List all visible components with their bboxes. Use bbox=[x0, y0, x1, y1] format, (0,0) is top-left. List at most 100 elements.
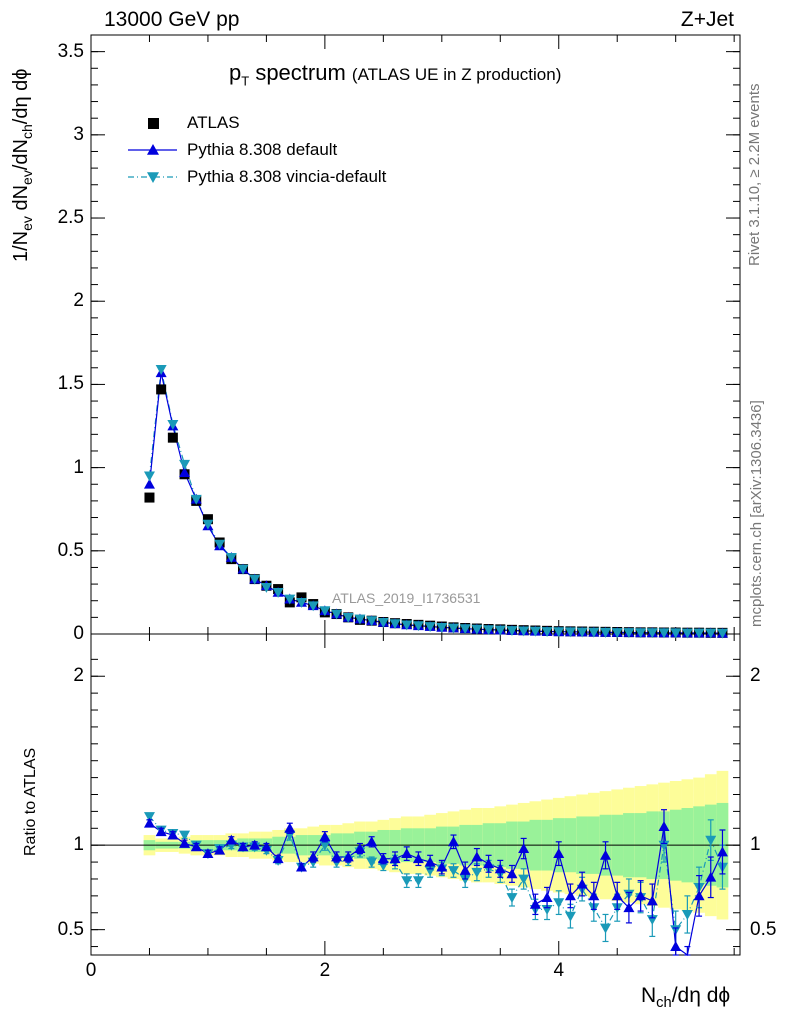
ratio-y-tick-label: 1 bbox=[73, 834, 84, 856]
ratio-default-point bbox=[471, 851, 483, 862]
vincia-point bbox=[424, 622, 436, 633]
vincia-point bbox=[716, 628, 728, 639]
ratio-default-point bbox=[506, 868, 518, 879]
analysis-id: ATLAS_2019_I1736531 bbox=[332, 590, 481, 606]
vincia-point bbox=[167, 419, 179, 430]
y-tick-label: 3.5 bbox=[57, 40, 84, 62]
vincia-point bbox=[635, 628, 647, 639]
vincia-point bbox=[412, 621, 424, 632]
process-label: Z+Jet bbox=[680, 8, 734, 31]
legend-label-vincia: Pythia 8.308 vincia-default bbox=[187, 167, 387, 186]
x-tick-label: 2 bbox=[319, 960, 331, 981]
title-detail: (ATLAS UE in Z production) bbox=[351, 65, 562, 84]
y-tick-label: 0 bbox=[73, 623, 84, 644]
ratio-default-point bbox=[448, 836, 460, 847]
atlas-point bbox=[202, 514, 213, 525]
ratio-default-point bbox=[623, 902, 635, 913]
ratio-default-point bbox=[331, 851, 343, 862]
ratio-default-point bbox=[342, 851, 354, 862]
ratio-default-point bbox=[424, 856, 436, 867]
ratio-default-point bbox=[167, 829, 179, 840]
ratio-vincia-point bbox=[366, 857, 378, 868]
ratio-default-point bbox=[366, 836, 378, 847]
vincia-point bbox=[576, 627, 588, 638]
vincia-point bbox=[693, 628, 705, 639]
atlas-point bbox=[167, 432, 178, 443]
ratio-y-tick-label-right: 1 bbox=[750, 834, 761, 856]
vincia-point bbox=[681, 628, 693, 639]
ratio-default-point bbox=[541, 892, 553, 902]
vincia-point bbox=[448, 623, 460, 634]
ratio-default-point bbox=[646, 895, 658, 906]
vincia-point bbox=[319, 606, 331, 617]
ratio-default-point bbox=[459, 865, 471, 875]
vincia-point bbox=[377, 617, 389, 628]
ratio-default-point bbox=[307, 851, 319, 862]
ratio-default-point bbox=[143, 817, 155, 828]
vincia-point bbox=[295, 597, 307, 608]
vincia-point bbox=[401, 620, 413, 631]
vincia-point bbox=[494, 625, 506, 636]
vincia-point bbox=[705, 628, 717, 639]
vincia-point bbox=[237, 564, 249, 575]
mcplots-label: mcplots.cern.ch [arXiv:1306.3436] bbox=[748, 400, 765, 627]
x-axis-label: Nch/dη dϕ bbox=[641, 984, 731, 1012]
vincia-point bbox=[611, 628, 623, 639]
x-tick-label: 4 bbox=[553, 960, 565, 981]
default-point bbox=[179, 467, 191, 478]
ratio-default-point bbox=[670, 941, 682, 951]
ratio-default-point bbox=[494, 863, 506, 874]
ratio-vincia-point bbox=[143, 812, 155, 822]
ratio-default-point bbox=[600, 849, 612, 860]
vincia-point bbox=[190, 494, 202, 505]
axis-ticks bbox=[90, 35, 740, 955]
vincia-point bbox=[459, 624, 471, 635]
ratio-y-tick-label-right: 2 bbox=[750, 665, 761, 687]
ratio-default-point bbox=[354, 843, 366, 853]
vincia-point bbox=[483, 625, 495, 636]
ratio-vincia-point bbox=[506, 893, 518, 904]
vincia-point bbox=[284, 594, 296, 605]
ratio-vincia-point bbox=[319, 840, 331, 851]
vincia-point bbox=[623, 628, 635, 639]
ratio-vincia-line bbox=[149, 816, 724, 932]
ratio-default-point bbox=[237, 841, 249, 852]
legend-marker-vincia bbox=[147, 172, 159, 183]
vincia-point bbox=[225, 553, 237, 563]
title-sub: T bbox=[241, 73, 250, 89]
vincia-point bbox=[307, 601, 319, 612]
legend-marker-atlas bbox=[148, 118, 159, 129]
ratio-vincia-point bbox=[564, 911, 576, 922]
ratio-vincia-point bbox=[518, 874, 530, 885]
ratio-default-point bbox=[214, 844, 226, 855]
ratio-default-point bbox=[295, 861, 307, 872]
default-point bbox=[143, 478, 155, 489]
ratio-default-point bbox=[693, 890, 705, 901]
vincia-point bbox=[541, 627, 553, 638]
ratio-default-point bbox=[319, 831, 331, 842]
ratio-vincia-point bbox=[401, 876, 413, 887]
ratio-vincia-point bbox=[553, 898, 565, 909]
vincia-point bbox=[646, 628, 658, 639]
y-tick-label: 0.5 bbox=[57, 539, 84, 561]
vincia-point bbox=[155, 365, 167, 375]
ratio-y-tick-label: 0.5 bbox=[57, 918, 84, 940]
vincia-point bbox=[202, 519, 214, 530]
ratio-vincia-point bbox=[471, 867, 483, 878]
ratio-vincia-point bbox=[705, 835, 717, 846]
ratio-default-point bbox=[260, 841, 272, 852]
vincia-point bbox=[331, 609, 343, 620]
ratio-default-point bbox=[576, 878, 588, 889]
y-tick-label: 2.5 bbox=[57, 207, 84, 229]
ratio-vincia-point bbox=[412, 876, 424, 887]
vincia-point bbox=[366, 616, 378, 627]
vincia-point bbox=[214, 539, 226, 550]
ratio-vincia-point bbox=[681, 910, 693, 920]
ratio-default-point bbox=[705, 871, 717, 882]
vincia-point bbox=[529, 626, 541, 637]
rivet-label: Rivet 3.1.10, ≥ 2.2M events bbox=[746, 83, 763, 267]
vincia-point bbox=[249, 574, 261, 585]
ratio-default-point bbox=[529, 898, 541, 909]
legend bbox=[128, 118, 177, 183]
